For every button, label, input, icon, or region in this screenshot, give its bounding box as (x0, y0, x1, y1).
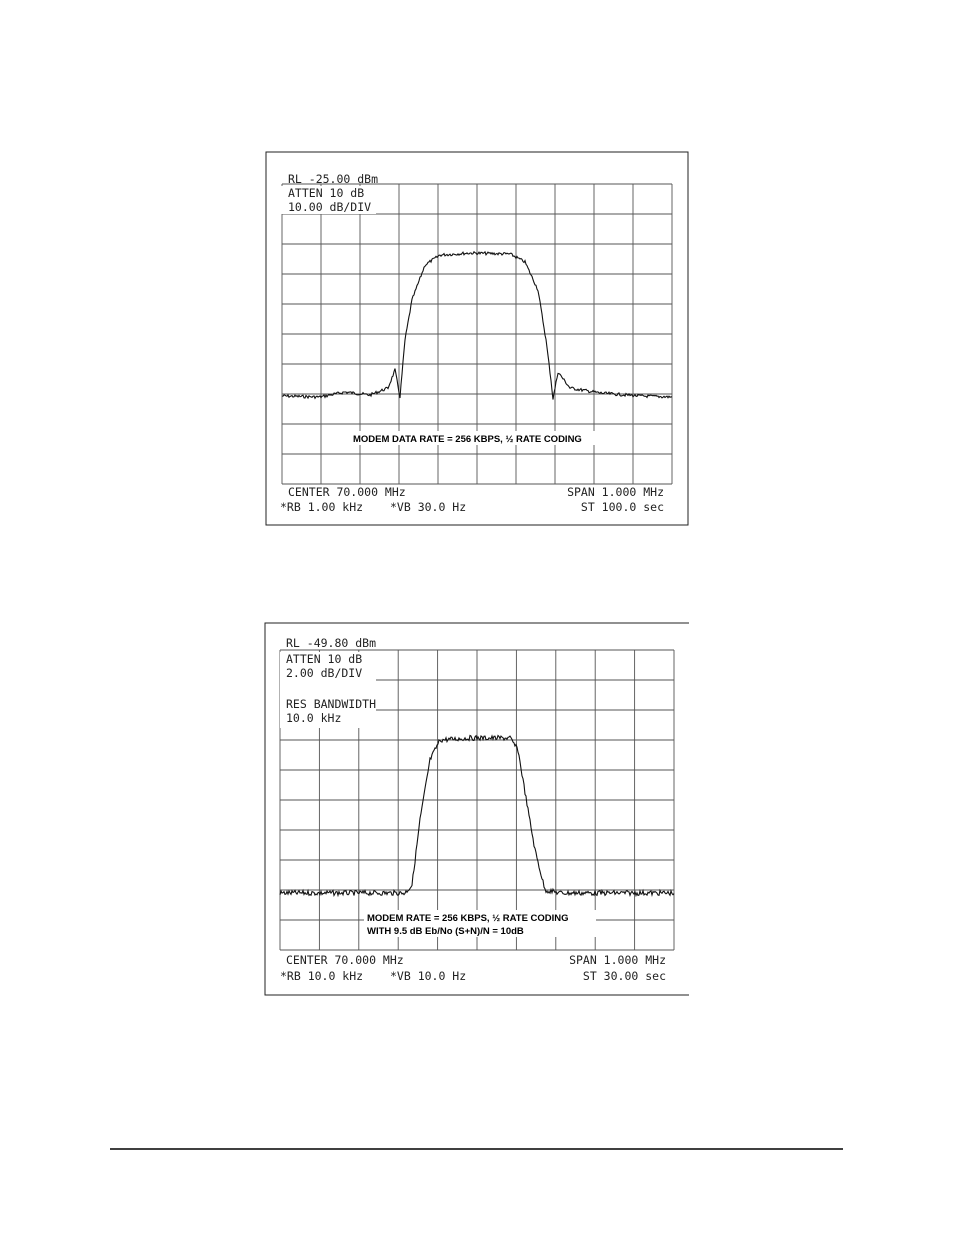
ref-level: RL -25.00 dBm (288, 172, 378, 186)
caption-backdrop (350, 431, 604, 445)
attenuation: ATTEN 10 dB (288, 186, 364, 200)
caption: MODEM DATA RATE = 256 KBPS, ½ RATE CODIN… (353, 434, 582, 445)
center-frequency: CENTER 70.000 MHz (286, 953, 404, 967)
sweep-time: ST 100.0 sec (581, 500, 664, 514)
annotation-backdrop (280, 186, 376, 214)
res-bandwidth-value: 10.0 kHz (286, 711, 341, 725)
resolution-bandwidth: *RB 10.0 kHz (280, 969, 363, 983)
caption: WITH 9.5 dB Eb/No (S+N)/N = 10dB (367, 926, 524, 937)
resolution-bandwidth: *RB 1.00 kHz (280, 500, 363, 514)
sweep-time: ST 30.00 sec (583, 969, 666, 983)
scale: 2.00 dB/DIV (286, 666, 362, 680)
caption: MODEM RATE = 256 KBPS, ½ RATE CODING (367, 913, 569, 924)
ref-level: RL -49.80 dBm (286, 636, 376, 650)
annotation-backdrop (280, 652, 376, 728)
video-bandwidth: *VB 10.0 Hz (390, 969, 466, 983)
attenuation: ATTEN 10 dB (286, 652, 362, 666)
caption-backdrop (364, 910, 596, 937)
span: SPAN 1.000 MHz (567, 485, 664, 499)
res-bandwidth-label: RES BANDWIDTH (286, 697, 376, 711)
figure-frame (264, 622, 689, 996)
video-bandwidth: *VB 30.0 Hz (390, 500, 466, 514)
spectrum-trace (279, 734, 675, 898)
spectrum-trace (281, 250, 673, 400)
figure-frame (265, 151, 689, 526)
scale: 10.00 dB/DIV (288, 200, 371, 214)
center-frequency: CENTER 70.000 MHz (288, 485, 406, 499)
span: SPAN 1.000 MHz (569, 953, 666, 967)
